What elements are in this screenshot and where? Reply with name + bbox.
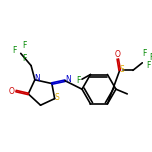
Text: O: O: [8, 87, 14, 96]
Text: N: N: [65, 75, 71, 84]
Text: F: F: [12, 46, 16, 55]
Text: N: N: [34, 74, 40, 83]
Text: F: F: [142, 49, 146, 58]
Text: F: F: [22, 54, 27, 63]
Text: F: F: [147, 61, 151, 70]
Text: F: F: [76, 76, 80, 85]
Text: F: F: [150, 53, 152, 62]
Text: O: O: [115, 50, 121, 59]
Text: F: F: [22, 41, 27, 50]
Text: S: S: [119, 65, 124, 74]
Text: S: S: [54, 93, 59, 102]
